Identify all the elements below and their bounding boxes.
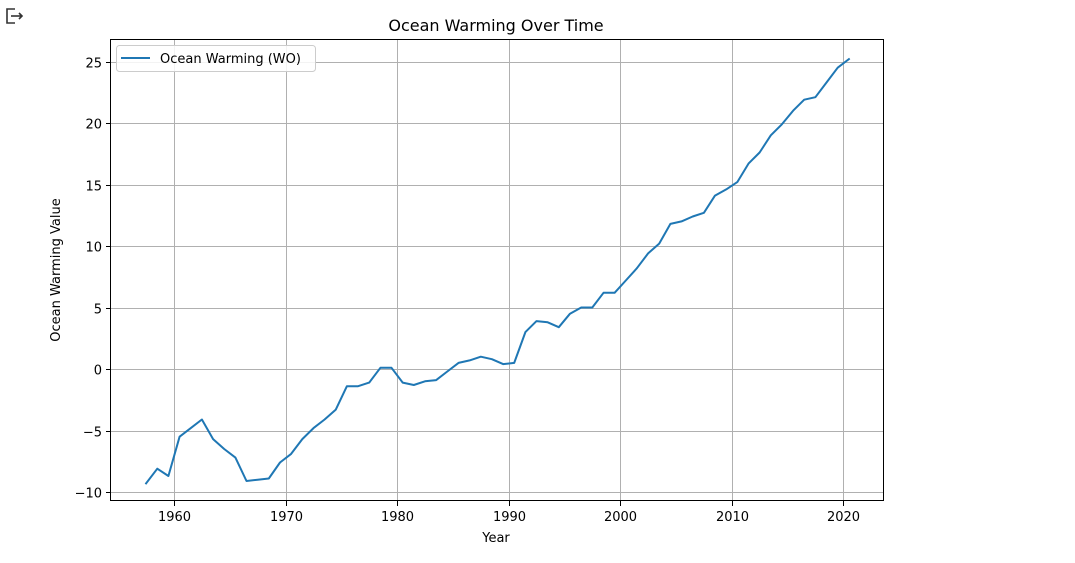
legend: Ocean Warming (WO) — [116, 45, 316, 72]
y-tick-label: 20 — [85, 118, 102, 133]
y-axis-label: Ocean Warming Value — [49, 198, 64, 341]
x-tick-label: 1970 — [270, 510, 303, 525]
x-tick-label: 1980 — [381, 510, 414, 525]
x-tick-label: 2010 — [716, 510, 749, 525]
y-axis-ticks: −10 −5 0 5 10 15 20 25 — [75, 57, 111, 502]
x-tick-label: 1960 — [158, 510, 191, 525]
y-tick-label: −5 — [83, 426, 102, 441]
exit-icon — [6, 8, 24, 24]
legend-box — [116, 45, 316, 72]
y-tick-label: 15 — [85, 180, 102, 195]
y-tick-label: 25 — [85, 57, 102, 72]
series-line — [144, 57, 851, 485]
y-tick-label: 0 — [94, 364, 102, 379]
x-axis-ticks: 1960 1970 1980 1990 2000 2010 2020 — [158, 501, 860, 525]
legend-label: Ocean Warming (WO) — [160, 52, 301, 67]
series-layer — [144, 57, 851, 485]
x-tick-label: 2000 — [604, 510, 637, 525]
y-tick-label: −10 — [75, 487, 102, 502]
x-tick-label: 1990 — [493, 510, 526, 525]
x-tick-label: 2020 — [827, 510, 860, 525]
y-tick-label: 5 — [94, 303, 102, 318]
x-axis-label: Year — [481, 531, 510, 546]
chart-title: Ocean Warming Over Time — [388, 16, 603, 35]
grid-lines — [111, 40, 884, 501]
y-tick-label: 10 — [85, 241, 102, 256]
exit-button[interactable] — [4, 6, 26, 26]
plot-frame — [110, 39, 884, 501]
